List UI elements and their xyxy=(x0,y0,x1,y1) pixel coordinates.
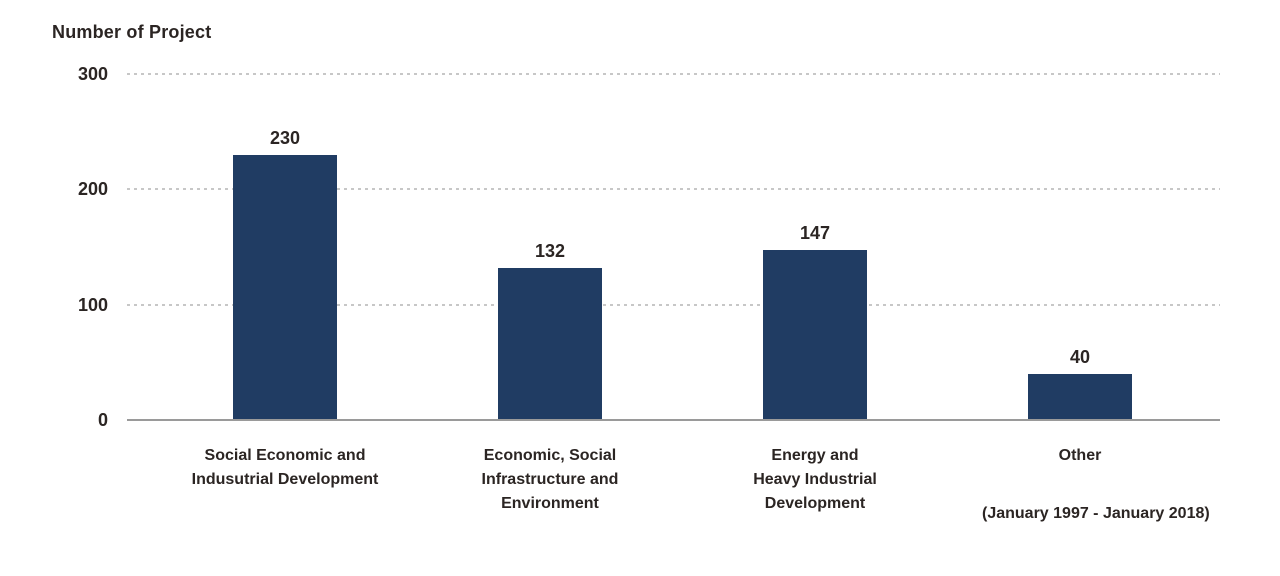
y-axis-tick-label: 100 xyxy=(77,294,108,315)
category-line: Economic, Social xyxy=(483,447,617,464)
bar-value-label: 40 xyxy=(1069,347,1091,367)
bar-1 xyxy=(233,155,337,420)
category-line: Indusutrial Development xyxy=(191,471,379,488)
y-axis-tick-label: 300 xyxy=(77,64,108,84)
category-line: Other xyxy=(1058,447,1102,464)
x-axis-category-label: Other xyxy=(965,444,1195,468)
bar-3 xyxy=(763,250,867,420)
category-line: Social Economic and xyxy=(204,447,366,464)
gridline-300 xyxy=(127,73,1220,75)
bar-value-label: 230 xyxy=(269,128,301,148)
x-axis-category-label: Energy and Heavy Industrial Development xyxy=(700,444,930,516)
category-line: Energy and xyxy=(771,447,859,464)
category-line: Infrastructure and xyxy=(481,471,619,488)
category-line: Development xyxy=(764,495,866,512)
x-axis-category-label: Economic, Social Infrastructure and Enviro… xyxy=(435,444,665,516)
category-line: Environment xyxy=(501,495,599,512)
bar-value-label: 132 xyxy=(534,241,566,261)
chart-title: Number of Project xyxy=(52,22,212,42)
x-axis-line xyxy=(127,419,1220,421)
bar-4 xyxy=(1028,374,1132,420)
gridline-100 xyxy=(127,303,1220,306)
x-axis-category-label: Social Economic and Indusutrial Developme… xyxy=(170,444,400,492)
y-axis-tick-label: 0 xyxy=(97,410,108,430)
y-axis-tick-label: 200 xyxy=(77,179,108,200)
category-line: Heavy Industrial xyxy=(753,471,877,488)
gridline-200 xyxy=(127,188,1220,191)
bar-2 xyxy=(498,268,602,420)
date-range-note: (January 1997 - January 2018) xyxy=(982,505,1210,522)
bar-value-label: 147 xyxy=(799,223,831,243)
